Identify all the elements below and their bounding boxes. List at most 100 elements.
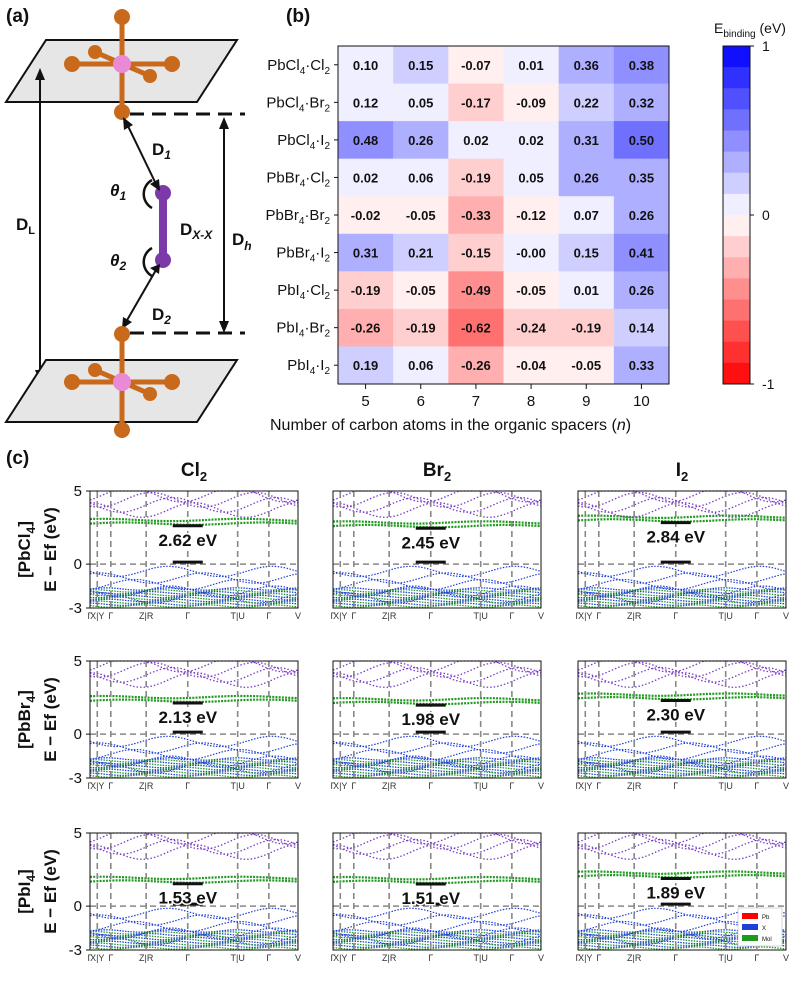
kpoint-label: T|U: [231, 781, 245, 791]
deep-band: [332, 938, 542, 943]
d1-label: D1: [152, 140, 171, 162]
valence-band: [332, 907, 542, 920]
conduction-band: [89, 838, 299, 855]
heatmap-cell: [503, 158, 560, 197]
deep-band: [332, 590, 542, 595]
heatmap-cell: [448, 196, 504, 235]
legend-label: Pb: [762, 915, 770, 921]
band-panel-frame: [332, 832, 542, 951]
kpoint-label: Z|R: [382, 611, 397, 621]
conduction-band: [332, 496, 542, 513]
band-column-title: Cl2: [181, 460, 207, 484]
kpoint-label: X|Y: [90, 781, 104, 791]
colorbar-segment: [723, 46, 750, 68]
deep-band: [89, 770, 298, 775]
band-gap-label: 1.98 eV: [401, 710, 460, 729]
heatmap-cell: [393, 121, 449, 160]
bottom-octahedron: [64, 326, 180, 438]
kpoint-label: Z|R: [627, 611, 642, 621]
conduction-band: [577, 661, 787, 678]
heatmap-cell-value: 0.26: [574, 170, 599, 185]
kpoint-label: Γ: [428, 611, 433, 621]
deep-band: [332, 946, 542, 950]
deep-band: [89, 946, 299, 950]
valence-band: [89, 755, 299, 767]
molecular-band: [577, 514, 787, 519]
heatmap-cell-value: -0.33: [461, 208, 491, 223]
conduction-band: [89, 844, 299, 860]
band-gap-label: 2.62 eV: [158, 531, 217, 550]
valence-band: [332, 934, 542, 946]
conduction-band: [89, 672, 299, 688]
deep-band: [332, 602, 542, 607]
conduction-band: [577, 491, 787, 508]
heatmap-cell-value: -0.26: [461, 358, 491, 373]
kpoint-label: Γ: [266, 953, 271, 963]
deep-band: [577, 587, 787, 591]
kpoint-label: Γ: [596, 611, 601, 621]
conduction-band: [89, 502, 299, 518]
heatmap-cell-value: -0.05: [516, 283, 546, 298]
kpoint-label: Γ: [673, 611, 678, 621]
deep-band: [332, 604, 542, 608]
band-panel-frame: [89, 832, 299, 951]
deep-band: [577, 594, 787, 599]
band-ytick-label: -3: [69, 942, 82, 959]
dxx-label: DX-X: [180, 220, 213, 242]
kpoint-label: Γ: [596, 781, 601, 791]
colorbar: [723, 46, 750, 385]
heatmap-cell-value: 0.22: [574, 95, 599, 110]
valence-band: [89, 920, 299, 933]
colorbar-tick-label: 1: [762, 38, 770, 54]
heatmap-cell-value: -0.02: [351, 208, 381, 223]
valence-band: [89, 914, 299, 926]
deep-band: [577, 760, 787, 765]
conduction-band: [89, 491, 299, 508]
colorbar-tick-label: 0: [762, 207, 770, 223]
kpoint-label: X|Y: [578, 611, 592, 621]
kpoint-label: X|Y: [333, 611, 347, 621]
deep-band: [332, 600, 541, 605]
deep-band: [332, 931, 542, 935]
kpoint-label: Γ: [576, 953, 581, 963]
deep-band: [332, 598, 542, 603]
band-ytick-label: 5: [74, 653, 82, 670]
heatmap-cell-value: -0.15: [461, 246, 491, 261]
legend-label: Mol: [762, 937, 772, 943]
heatmap-cell: [338, 121, 394, 160]
valence-band: [577, 762, 787, 774]
heatmap-cell-value: -0.19: [406, 321, 436, 336]
conduction-band: [332, 672, 542, 688]
valence-band: [89, 907, 299, 920]
heatmap-cell: [338, 83, 394, 122]
deep-band: [332, 589, 542, 593]
valence-band: [332, 742, 542, 754]
kpoint-label: Z|R: [139, 611, 154, 621]
band-gap-label: 1.51 eV: [401, 889, 460, 908]
heatmap-cell: [558, 196, 615, 235]
heatmap-cell: [448, 46, 504, 85]
heatmap-cell: [338, 158, 394, 197]
conduction-band: [577, 496, 787, 513]
deep-band: [89, 587, 299, 591]
kpoint-label: Γ: [351, 953, 356, 963]
heatmap-cell: [613, 308, 670, 347]
kpoint-label: V: [295, 611, 301, 621]
deep-band: [577, 600, 786, 605]
conduction-band: [577, 490, 787, 503]
deep-band: [89, 592, 299, 597]
deep-band: [89, 590, 299, 595]
valence-band: [332, 578, 542, 591]
band-panel-frame: [577, 490, 787, 609]
heatmap-cell: [558, 121, 615, 160]
kpoint-label: Γ: [754, 781, 759, 791]
heatmap-cell: [613, 121, 670, 160]
valence-band: [332, 755, 542, 767]
conduction-band: [332, 666, 542, 683]
valence-band: [89, 762, 299, 774]
heatmap-cell-value: 0.10: [353, 58, 378, 73]
heatmap-cell: [338, 308, 394, 347]
